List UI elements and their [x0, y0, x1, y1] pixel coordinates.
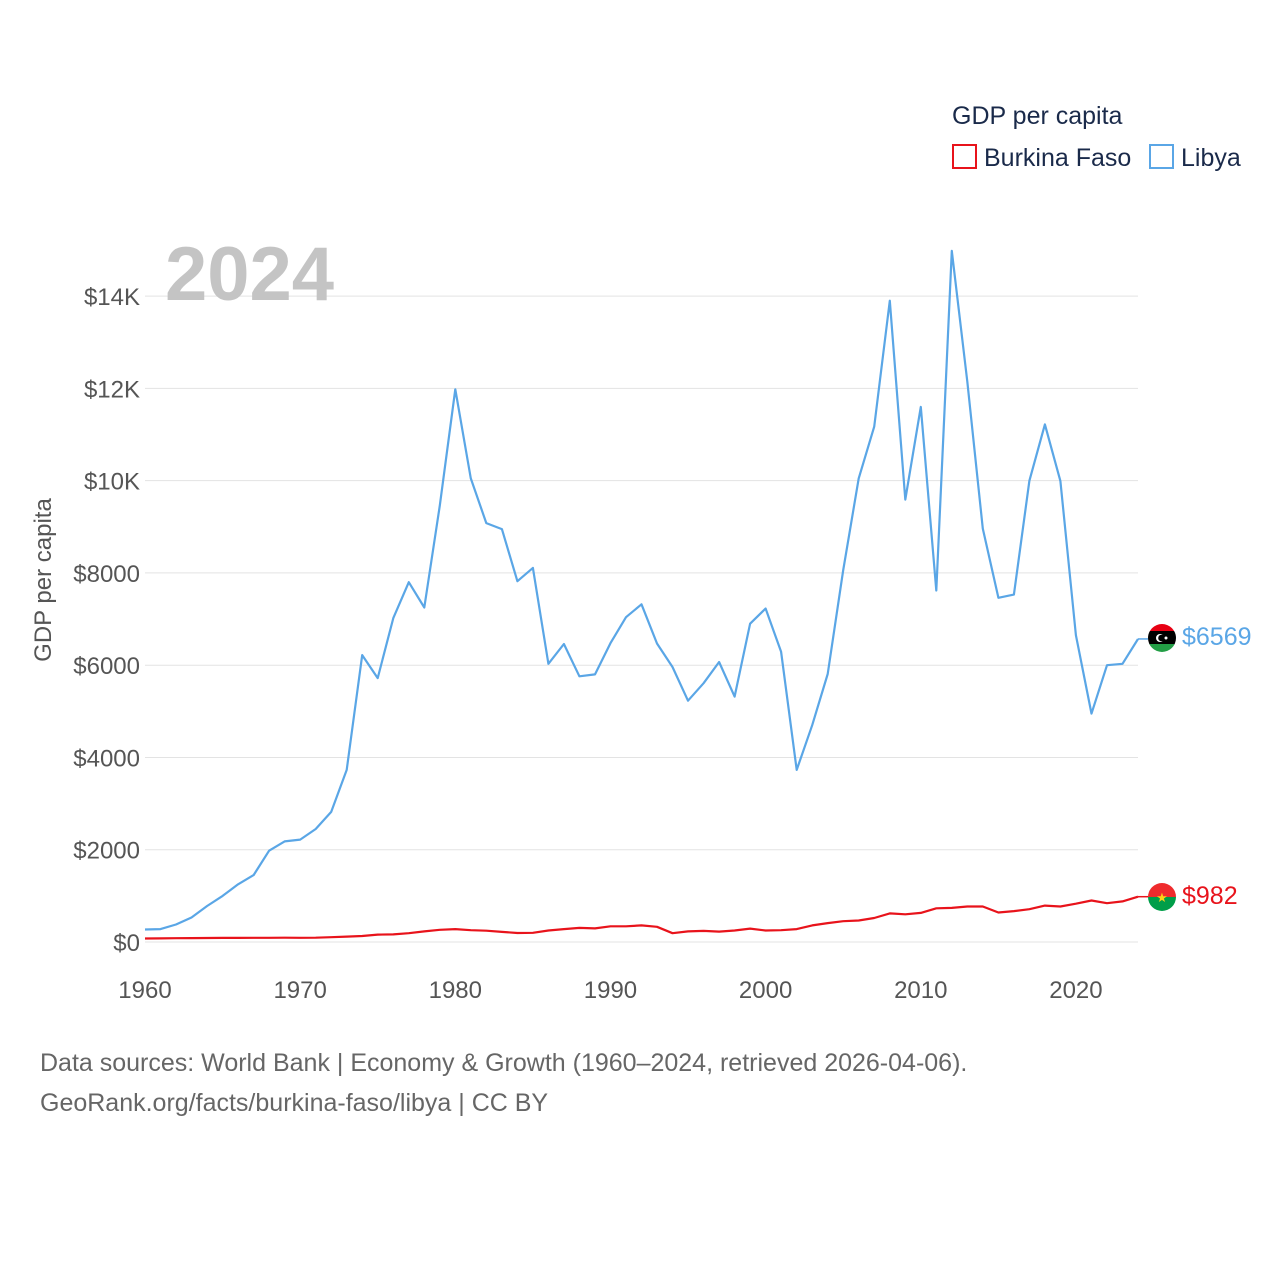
- y-axis-label: GDP per capita: [30, 498, 57, 662]
- year-display: 2024: [165, 232, 334, 317]
- legend-swatch-libya: [1149, 144, 1174, 169]
- libya-flag-icon: [1148, 624, 1176, 652]
- burkina-faso-flag-icon: ★: [1148, 883, 1176, 911]
- series-lines: [144, 249, 1148, 940]
- y-tick-label: $0: [113, 930, 140, 957]
- legend-label-libya: Libya: [1181, 144, 1241, 172]
- y-tick-label: $10K: [84, 469, 140, 496]
- end-label-burkina-faso: $982: [1182, 882, 1238, 910]
- y-tick-label: $14K: [84, 284, 140, 311]
- legend-label-burkina-faso: Burkina Faso: [984, 144, 1131, 172]
- x-tick-label: 1990: [584, 977, 637, 1004]
- legend-title: GDP per capita: [952, 102, 1123, 130]
- series-line-burkina-faso[interactable]: [144, 895, 1139, 940]
- x-tick-label: 1960: [118, 977, 171, 1004]
- x-tick-label: 1970: [273, 977, 326, 1004]
- series-line-libya[interactable]: [144, 249, 1139, 931]
- end-label-libya: $6569: [1182, 623, 1252, 651]
- x-tick-label: 2010: [894, 977, 947, 1004]
- grid-lines: [145, 295, 1138, 943]
- legend: GDP per capita Burkina Faso Libya: [952, 102, 1241, 172]
- legend-swatch-burkina-faso: [952, 144, 977, 169]
- y-tick-label: $6000: [73, 653, 140, 680]
- y-tick-label: $8000: [73, 561, 140, 588]
- svg-text:★: ★: [1156, 891, 1168, 906]
- source-note: Data sources: World Bank | Economy & Gro…: [40, 1043, 967, 1123]
- y-axis-ticks: $0 $2000 $4000 $6000 $8000 $10K $12K $14K: [73, 284, 140, 957]
- source-line-1: Data sources: World Bank | Economy & Gro…: [40, 1049, 968, 1077]
- x-tick-label: 2000: [739, 977, 792, 1004]
- legend-item-burkina-faso[interactable]: Burkina Faso: [952, 144, 1131, 172]
- x-tick-label: 2020: [1049, 977, 1102, 1004]
- legend-item-libya[interactable]: Libya: [1149, 144, 1241, 172]
- x-tick-label: 1980: [429, 977, 482, 1004]
- y-tick-label: $12K: [84, 376, 140, 403]
- y-tick-label: $4000: [73, 745, 140, 772]
- y-tick-label: $2000: [73, 838, 140, 865]
- x-axis-ticks: 1960 1970 1980 1990 2000 2010 2020: [118, 977, 1102, 1004]
- source-line-2: GeoRank.org/facts/burkina-faso/libya | C…: [40, 1089, 549, 1117]
